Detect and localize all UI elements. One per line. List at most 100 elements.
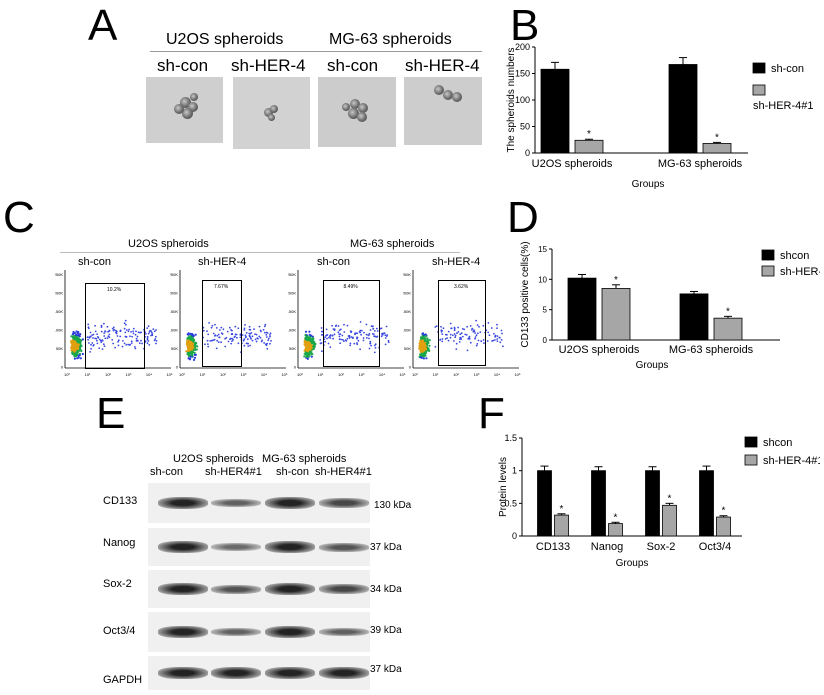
flow-event: [420, 353, 423, 356]
flow-event: [243, 344, 246, 347]
flow-y-tick: 200K: [55, 291, 63, 296]
flow-event: [457, 331, 460, 333]
flow-event: [149, 329, 151, 332]
flow-event: [420, 336, 423, 339]
flow-y-tick: 250K: [403, 272, 411, 277]
flow-event: [214, 335, 216, 337]
flow-event: [76, 336, 79, 339]
lane-label-e-3: sh-con: [276, 466, 310, 478]
flow-event: [451, 334, 454, 337]
flow-event: [450, 327, 452, 330]
flow-event: [73, 350, 76, 353]
flow-event: [419, 353, 422, 356]
flow-event: [255, 340, 258, 343]
flow-event: [459, 338, 461, 340]
flow-event: [88, 336, 90, 339]
flow-event: [188, 335, 191, 338]
flow-event: [100, 326, 103, 328]
flow-event: [459, 333, 462, 336]
flow-event: [496, 338, 499, 340]
flow-event: [376, 335, 379, 338]
flow-event: [132, 332, 135, 335]
y-tick-label: 15: [538, 245, 547, 254]
bar-shcon-MG-63 spheroids: [679, 293, 709, 341]
flow-event: [424, 344, 427, 347]
flow-event: [329, 334, 332, 336]
flow-event: [496, 327, 498, 330]
flow-event: [190, 347, 193, 350]
flow-event: [141, 342, 143, 345]
flow-event: [265, 334, 268, 336]
flow-event: [423, 339, 426, 342]
flow-y-tick: 150K: [55, 309, 63, 314]
flow-event: [244, 334, 247, 337]
flow-y-tick: 200K: [288, 291, 296, 296]
legend-label-sh-HER-4#1: sh-HER-4#1: [763, 455, 820, 467]
flow-event: [387, 339, 390, 342]
flow-event: [193, 356, 197, 359]
flow-event: [254, 338, 257, 341]
flow-event: [387, 341, 390, 344]
flow-event: [155, 342, 157, 345]
lane-label-e-1: sh-con: [150, 466, 184, 478]
flow-event: [439, 339, 441, 341]
flow-event: [338, 333, 341, 335]
flow-event: [346, 337, 349, 340]
flow-event: [185, 350, 188, 353]
flow-event: [305, 352, 308, 355]
flow-event: [135, 337, 138, 340]
flow-event: [338, 335, 341, 338]
bar-sh-con-MG-63 spheroids: [668, 64, 698, 154]
flow-gate-percent: 8.49%: [343, 284, 358, 290]
flow-event: [187, 352, 190, 356]
significance-star: *: [587, 129, 591, 140]
flow-event: [204, 343, 206, 346]
flow-event: [374, 347, 377, 349]
flow-event: [338, 329, 341, 332]
flow-event: [96, 333, 98, 335]
flow-event: [116, 335, 119, 337]
flow-event: [459, 336, 462, 339]
flow-event: [195, 348, 198, 351]
flow-event: [189, 355, 192, 358]
x-axis-label: Groups: [636, 360, 669, 371]
flow-event: [502, 345, 504, 348]
flow-y-tick: 50K: [404, 346, 411, 351]
flow-event: [231, 340, 233, 342]
flow-event: [331, 324, 333, 327]
flow-event: [88, 342, 90, 344]
flow-event: [135, 330, 137, 333]
flow-event: [447, 339, 450, 342]
flow-event: [305, 338, 308, 341]
western-blot-strip-cd133: [148, 483, 370, 523]
flow-event: [191, 351, 194, 354]
flow-event: [217, 341, 220, 343]
flow-event: [385, 325, 388, 328]
flow-event: [208, 322, 210, 324]
x-tick-label: Sox-2: [647, 541, 676, 553]
flow-event: [70, 335, 73, 338]
flow-event: [112, 326, 115, 329]
flow-event: [442, 327, 445, 330]
flow-event: [87, 323, 90, 326]
flow-y-tick: 50K: [171, 346, 178, 351]
flow-event: [79, 357, 82, 360]
flow-event: [77, 343, 80, 346]
x-tick-label: CD133: [536, 541, 570, 553]
flow-event: [130, 340, 133, 343]
flow-event: [468, 337, 470, 339]
flow-event: [224, 345, 227, 348]
flow-event: [89, 331, 92, 334]
flow-event: [187, 349, 190, 353]
flow-y-tick: 100K: [55, 328, 63, 333]
flow-event: [269, 335, 271, 338]
flow-event: [418, 345, 421, 348]
flow-event: [259, 336, 262, 339]
flow-event: [362, 337, 365, 339]
flow-event: [490, 327, 493, 329]
flow-event: [253, 328, 255, 330]
flow-event: [243, 338, 246, 341]
flow-y-tick: 250K: [55, 272, 63, 277]
flow-event: [331, 334, 334, 337]
